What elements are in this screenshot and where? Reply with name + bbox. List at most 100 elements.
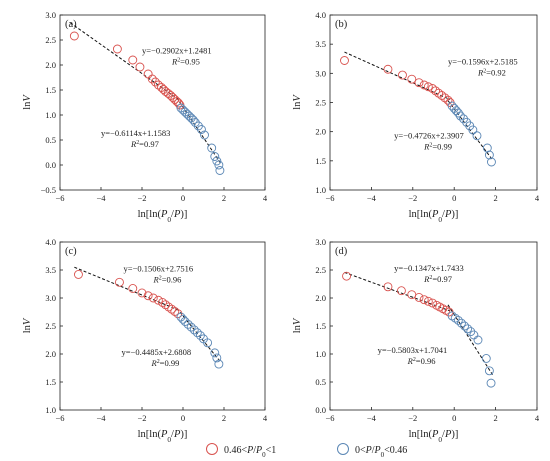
x-tick-label: 0 <box>452 413 456 423</box>
y-tick-label: 0.0 <box>45 160 56 170</box>
y-tick-label: 1.5 <box>45 85 56 95</box>
data-point-blue <box>451 106 461 116</box>
data-point-red <box>158 298 167 307</box>
y-tick-label: 1.0 <box>315 185 326 195</box>
x-tick-label: 2 <box>493 193 497 203</box>
r-symbol: R <box>423 142 430 152</box>
data-point-red <box>423 296 433 306</box>
data-point-blue <box>203 338 213 348</box>
y-tick-label: 2.5 <box>315 265 326 275</box>
x-tick-label: 4 <box>263 413 268 423</box>
x-axis-label-part: 0 <box>167 215 171 224</box>
fit-line <box>447 304 493 375</box>
data-point-blue <box>455 111 465 121</box>
y-tick-label: 3.0 <box>315 68 326 78</box>
legend-label-part: 0 <box>381 451 385 459</box>
x-tick-label: −6 <box>325 193 334 203</box>
r-squared-value: =0.99 <box>160 358 180 368</box>
x-tick-label: −4 <box>96 413 106 423</box>
x-axis-label-part: P <box>160 209 168 220</box>
data-point-blue <box>449 103 459 113</box>
y-tick-label: 0.5 <box>45 135 56 145</box>
r-squared-value: =0.96 <box>162 275 182 285</box>
y-tick-label: 3.0 <box>315 237 326 247</box>
data-point-blue <box>466 327 476 337</box>
y-tick-label: 3.0 <box>45 10 56 20</box>
x-tick-label: −4 <box>367 193 377 203</box>
x-axis-label-part: ln[ln( <box>138 209 162 220</box>
y-tick-label: 2.0 <box>45 349 56 359</box>
plot-area <box>340 51 496 167</box>
panel-label: (c) <box>65 246 77 257</box>
fit-r-squared: R2=0.99 <box>151 358 180 368</box>
x-tick-label: −2 <box>408 413 417 423</box>
data-point-red <box>428 84 437 93</box>
data-point-blue <box>481 354 491 363</box>
x-tick-label: 0 <box>181 193 185 203</box>
data-point-red <box>174 98 183 108</box>
data-point-red <box>147 74 157 84</box>
fit-r-squared: R2=0.96 <box>407 356 436 366</box>
fit-equation: y=−0.2902x+1.2481 <box>142 46 212 56</box>
fit-equation: y=−0.4485x+2.6808 <box>122 347 192 357</box>
legend-marker <box>337 443 349 455</box>
data-point-red <box>414 78 424 88</box>
data-point-blue <box>468 125 478 135</box>
r-symbol: R <box>130 139 137 149</box>
x-axis-label-part: 0 <box>438 435 442 444</box>
data-point-blue <box>486 378 496 388</box>
fit-equation: y=−0.5803x+1.7041 <box>378 345 448 355</box>
y-axis-label-part: V <box>22 94 33 102</box>
fit-r-squared: R2=0.96 <box>153 275 182 285</box>
data-point-red <box>396 286 406 296</box>
y-axis-label: lnV <box>22 94 33 110</box>
y-axis-label-part: ln <box>22 324 33 333</box>
r-superscript: 2 <box>159 276 162 282</box>
x-tick-label: 2 <box>222 193 226 203</box>
chart-panel-a: −6 −4 −2 0 2 4 −0.5 0.0 0.5 1.0 1.5 2.0 2.5 3.0 ln[ln(… <box>22 10 268 224</box>
data-point-blue <box>212 353 222 363</box>
legend-label-part: <0.46 <box>384 445 407 456</box>
data-point-red <box>128 55 138 65</box>
r-superscript: 2 <box>413 357 416 363</box>
data-point-blue <box>473 335 483 345</box>
y-tick-label: 2.0 <box>45 60 56 70</box>
data-point-red <box>153 295 163 305</box>
data-point-red <box>137 288 147 298</box>
data-point-red <box>135 62 145 72</box>
data-point-blue <box>214 359 224 369</box>
data-point-blue <box>193 121 203 131</box>
x-tick-label: −6 <box>325 413 334 423</box>
data-point-blue <box>196 125 206 134</box>
plot-area <box>342 271 496 388</box>
data-point-blue <box>195 331 205 340</box>
y-tick-label: 2.0 <box>315 293 326 303</box>
r-symbol: R <box>477 68 484 78</box>
y-tick-label: 0.5 <box>315 377 326 387</box>
data-point-blue <box>450 313 460 323</box>
x-tick-label: −2 <box>137 193 146 203</box>
fit-line <box>344 51 451 101</box>
y-tick-label: 4.0 <box>45 237 56 247</box>
data-point-red <box>73 270 83 279</box>
data-point-blue <box>472 131 482 141</box>
data-point-blue <box>453 108 463 118</box>
plot-frame <box>59 14 266 191</box>
x-axis-label-part: ln[ln( <box>409 429 433 440</box>
panel-label: (a) <box>65 19 77 30</box>
data-point-red <box>112 44 122 54</box>
x-axis-label: ln[ln(P0/P)] <box>409 209 459 224</box>
data-point-blue <box>484 366 494 376</box>
r-squared-value: =0.92 <box>486 68 506 78</box>
x-tick-label: −4 <box>96 193 106 203</box>
legend-label-part: P <box>255 445 262 456</box>
data-point-blue <box>180 317 190 326</box>
y-tick-label: 1.0 <box>45 405 56 415</box>
data-point-red <box>431 86 441 96</box>
y-tick-label: 1.0 <box>315 349 326 359</box>
x-tick-label: −2 <box>137 413 146 423</box>
r-superscript: 2 <box>429 275 432 281</box>
data-point-red <box>167 304 177 314</box>
x-tick-label: −2 <box>408 193 417 203</box>
